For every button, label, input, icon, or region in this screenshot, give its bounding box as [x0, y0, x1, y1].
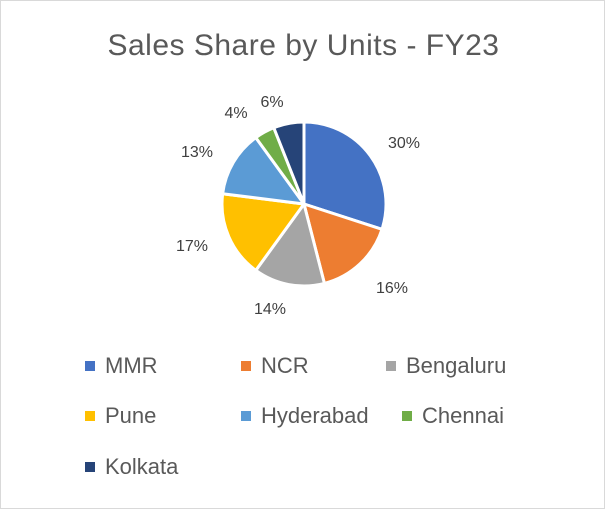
legend-label-pune: Pune: [105, 403, 157, 428]
legend-swatch-bengaluru: [386, 361, 396, 371]
legend-item-pune: Pune: [85, 403, 157, 428]
pie-slice-mmr: [302, 120, 388, 231]
legend-label-kolkata: Kolkata: [105, 454, 179, 479]
legend-swatch-kolkata: [85, 462, 95, 472]
data-label-chennai: 4%: [224, 105, 247, 122]
pie-slices: [220, 120, 388, 288]
legend-item-hyderabad: Hyderabad: [241, 403, 369, 428]
pie-slice-pune: [220, 192, 306, 272]
data-label-mmr: 30%: [388, 135, 420, 152]
pie-slice-bengaluru: [254, 202, 326, 288]
pie-slice-ncr: [302, 202, 384, 285]
legend-swatch-chennai: [402, 411, 412, 421]
legend-label-chennai: Chennai: [422, 403, 504, 428]
legend-swatch-pune: [85, 411, 95, 421]
chart-title: Sales Share by Units - FY23: [107, 29, 500, 62]
legend-item-mmr: MMR: [85, 353, 158, 378]
legend-swatch-ncr: [241, 361, 251, 371]
legend-label-bengaluru: Bengaluru: [406, 353, 507, 378]
legend-swatch-hyderabad: [241, 411, 251, 421]
legend-swatch-mmr: [85, 361, 95, 371]
data-label-ncr: 16%: [376, 280, 408, 297]
legend-label-mmr: MMR: [105, 353, 158, 378]
legend-item-bengaluru: Bengaluru: [386, 353, 507, 378]
legend-item-ncr: NCR: [241, 353, 309, 378]
legend-label-hyderabad: Hyderabad: [261, 403, 369, 428]
pie-labels: 30% 16% 14% 17% 13% 4% 6%: [176, 94, 420, 318]
data-label-bengaluru: 14%: [254, 301, 286, 318]
legend-item-kolkata: Kolkata: [85, 454, 179, 479]
data-label-kolkata: 6%: [260, 94, 283, 111]
data-label-pune: 17%: [176, 238, 208, 255]
legend-label-ncr: NCR: [261, 353, 309, 378]
legend-item-chennai: Chennai: [402, 403, 504, 428]
data-label-hyderabad: 13%: [181, 144, 213, 161]
pie-slice-kolkata: [272, 120, 306, 206]
